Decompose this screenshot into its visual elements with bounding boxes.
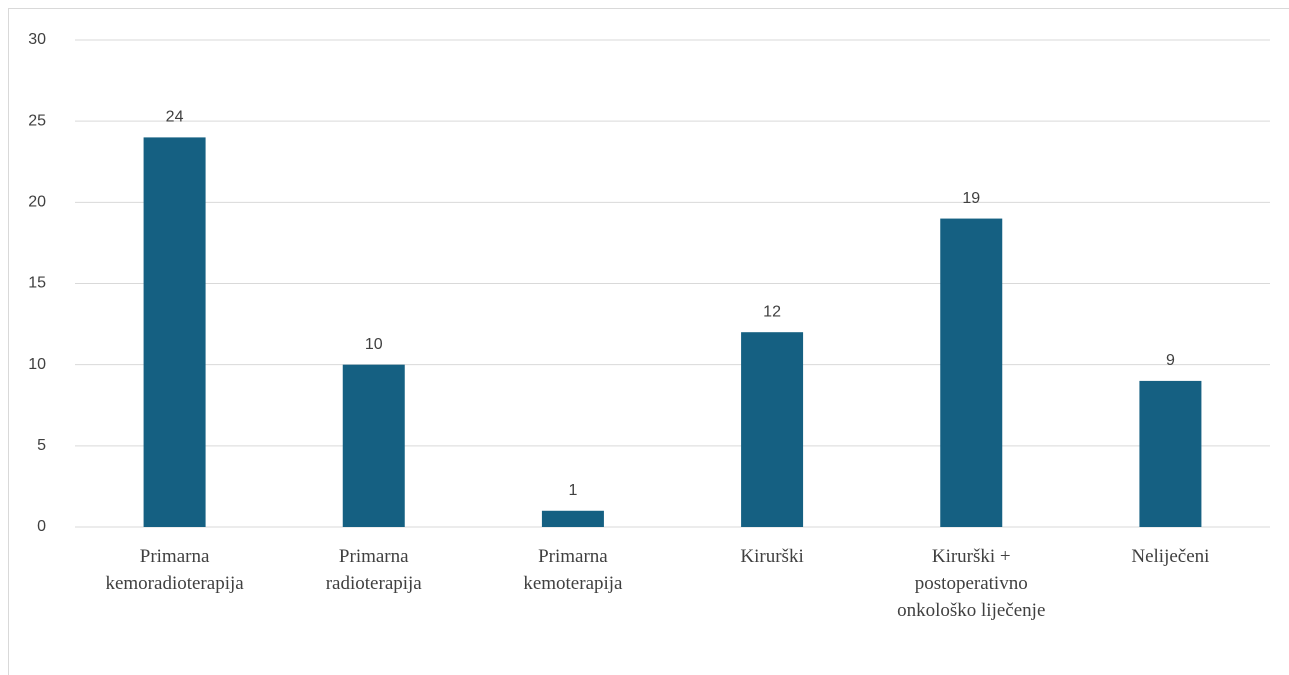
data-label: 12 xyxy=(763,303,781,320)
data-label: 19 xyxy=(962,190,980,207)
x-tick-label: Primarna kemoradioterapija xyxy=(105,546,244,594)
bar xyxy=(741,332,804,527)
y-tick-label: 25 xyxy=(28,112,46,129)
bar xyxy=(541,510,604,527)
bar xyxy=(940,218,1003,528)
y-tick-label: 0 xyxy=(37,518,46,535)
x-tick-label: Neliječeni xyxy=(1131,546,1210,567)
data-label: 9 xyxy=(1166,352,1175,369)
y-tick-label: 10 xyxy=(28,356,46,373)
bar xyxy=(1139,380,1202,527)
bar xyxy=(143,137,206,527)
x-tick-label: Kirurški + postoperativno onkološko lije… xyxy=(897,546,1046,621)
y-tick-label: 20 xyxy=(28,194,46,211)
x-tick-label: Primarna radioterapija xyxy=(325,546,422,594)
data-label: 24 xyxy=(166,109,184,126)
y-tick-label: 15 xyxy=(28,275,46,292)
x-tick-label: Kirurški xyxy=(740,546,804,567)
data-label: 1 xyxy=(568,482,577,499)
data-label: 10 xyxy=(365,336,383,353)
chart-frame xyxy=(8,8,1289,675)
x-tick-label: Primarna kemoterapija xyxy=(523,546,623,594)
bar xyxy=(342,364,405,527)
y-tick-label: 5 xyxy=(37,437,46,454)
y-tick-label: 30 xyxy=(28,31,46,48)
